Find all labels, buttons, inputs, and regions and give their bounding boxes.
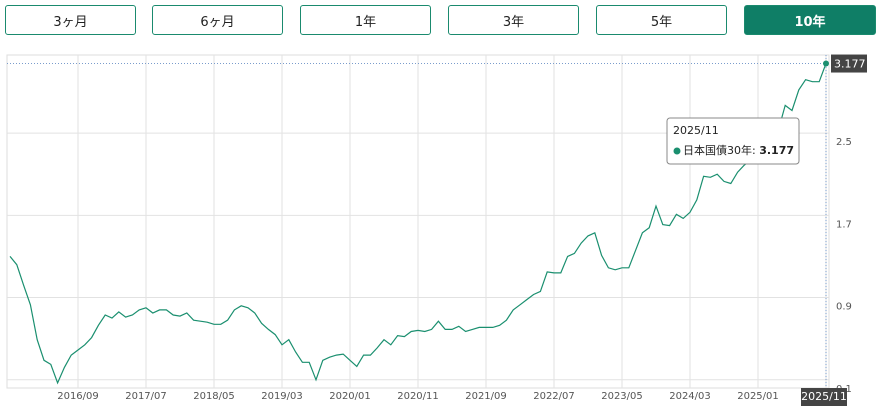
x-tick-label: 2020/01 [329,391,371,402]
tooltip-value: 日本国債30年: 3.177 [683,143,794,157]
x-tick-label: 2016/09 [57,391,99,402]
range-button[interactable]: 3ヶ月 [5,5,136,35]
x-tick-label: 2018/05 [193,391,235,402]
y-tick-label: 1.7 [836,219,852,230]
tooltip [666,117,800,165]
tooltip-sep: : [752,144,759,157]
x-tick-label: 2024/03 [669,391,711,402]
x-tick-label: 2020/11 [397,391,439,402]
x-tick-label: 2025/01 [737,391,779,402]
line-series [9,63,827,385]
tooltip-date: 2025/11 [673,124,719,137]
range-button[interactable]: 6ヶ月 [152,5,283,35]
x-tick-label: 2022/07 [533,391,575,402]
date-tag [801,388,847,406]
range-button[interactable]: 5年 [596,5,727,35]
value-tag [831,54,867,73]
range-button[interactable]: 1年 [300,5,431,35]
last-point [823,60,829,67]
y-tick-label: 2.5 [836,137,852,148]
x-tick-label: 2019/03 [261,391,303,402]
tooltip-series-name: 日本国債30年 [683,143,752,157]
range-button[interactable]: 3年 [448,5,579,35]
tooltip-number: 3.177 [759,144,794,157]
x-tick-label: 2017/07 [125,391,167,402]
x-tick-label: 2023/05 [601,391,643,402]
y-tick-label: 0.9 [836,302,852,313]
range-button[interactable]: 10年 [744,5,876,35]
value-tag-label: 3.177 [834,58,866,71]
x-tick-label: 2021/09 [465,391,507,402]
date-tag-label: 2025/11 [801,390,847,403]
tooltip-marker [673,147,681,155]
